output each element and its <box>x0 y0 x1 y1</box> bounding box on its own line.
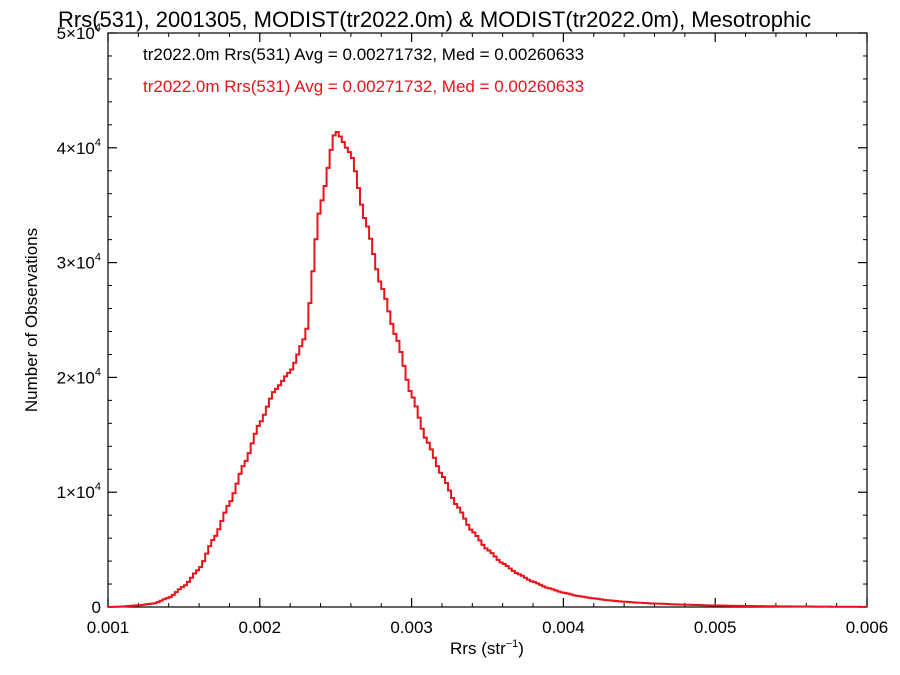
x-axis-label-tail: ) <box>518 639 524 658</box>
x-axis-label-main: Rrs (str <box>450 639 506 658</box>
y-tick-label: 2×104 <box>57 366 101 387</box>
x-axis-label-sup: −1 <box>506 638 519 650</box>
x-axis: 0.001 0.002 0.003 0.004 0.005 0.006 <box>87 33 889 637</box>
y-tick-label: 3×104 <box>57 252 101 273</box>
y-axis-label: Number of Observations <box>22 228 41 412</box>
y-axis: 0 1×104 2×104 3×104 4×104 5×104 <box>57 22 867 617</box>
x-axis-label: Rrs (str−1) <box>450 638 524 658</box>
legend-entry-1: tr2022.0m Rrs(531) Avg = 0.00271732, Med… <box>143 45 584 64</box>
x-tick-label: 0.002 <box>239 618 282 637</box>
x-tick-label: 0.001 <box>87 618 130 637</box>
y-tick-label: 4×104 <box>57 137 101 158</box>
histogram-series-line <box>107 131 867 608</box>
x-tick-label: 0.004 <box>542 618 585 637</box>
x-tick-label: 0.003 <box>390 618 433 637</box>
y-tick-label: 0 <box>92 598 101 617</box>
chart-title: Rrs(531), 2001305, MODIST(tr2022.0m) & M… <box>58 7 811 32</box>
x-tick-label: 0.005 <box>694 618 737 637</box>
y-tick-label: 1×104 <box>57 481 101 502</box>
y-tick-label: 5×104 <box>57 22 101 43</box>
plot-frame <box>107 32 868 608</box>
x-tick-label: 0.006 <box>846 618 889 637</box>
legend-entry-2: tr2022.0m Rrs(531) Avg = 0.00271732, Med… <box>143 77 584 96</box>
